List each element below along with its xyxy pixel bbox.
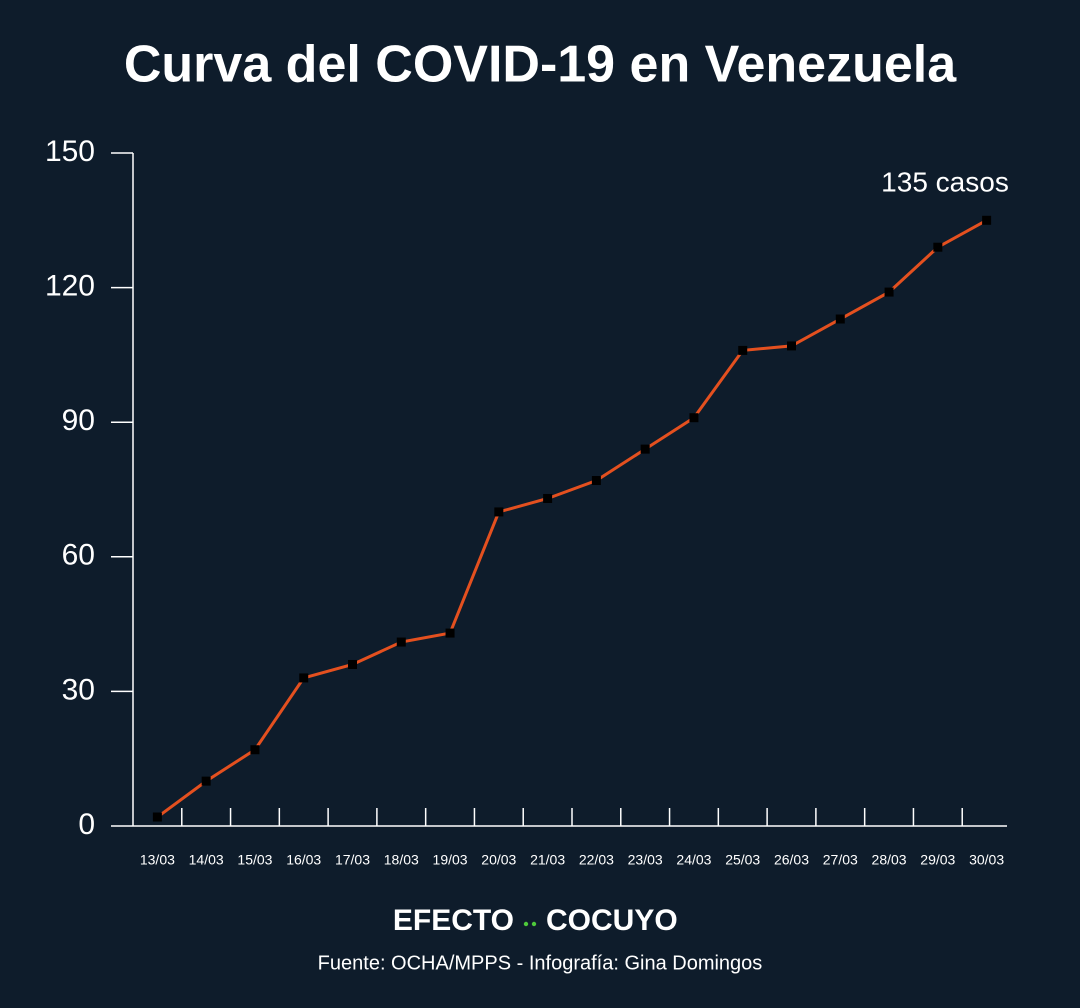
marker xyxy=(884,287,894,297)
marker xyxy=(445,628,455,638)
marker xyxy=(250,745,260,755)
marker xyxy=(591,476,601,486)
x-tick-label: 25/03 xyxy=(725,852,760,868)
chart-title: Curva del COVID-19 en Venezuela xyxy=(124,36,957,94)
marker xyxy=(933,242,943,252)
marker xyxy=(982,215,992,225)
x-tick-label: 30/03 xyxy=(969,852,1004,868)
marker xyxy=(152,812,162,822)
logo-dot xyxy=(531,921,537,927)
y-tick-label: 90 xyxy=(62,404,95,437)
marker xyxy=(689,413,699,423)
x-tick-label: 28/03 xyxy=(872,852,907,868)
logo-right: COCUYO xyxy=(546,904,678,937)
x-tick-label: 23/03 xyxy=(628,852,663,868)
y-tick-label: 60 xyxy=(62,539,95,572)
marker xyxy=(348,659,357,669)
x-tick-label: 20/03 xyxy=(481,852,516,868)
x-tick-label: 16/03 xyxy=(286,852,321,868)
marker xyxy=(835,314,845,324)
marker xyxy=(201,776,211,786)
y-tick-label: 150 xyxy=(45,135,95,168)
y-tick-label: 0 xyxy=(78,808,95,841)
logo-left: EFECTO xyxy=(393,904,514,937)
y-tick-label: 30 xyxy=(62,673,95,706)
x-tick-label: 18/03 xyxy=(384,852,419,868)
x-tick-label: 24/03 xyxy=(676,852,711,868)
x-tick-label: 17/03 xyxy=(335,852,370,868)
annotation: 135 casos xyxy=(881,166,1009,197)
marker xyxy=(396,637,406,647)
line xyxy=(156,218,988,819)
source: Fuente: OCHA/MPPS - Infografía: Gina Dom… xyxy=(318,952,763,974)
x-tick-label: 22/03 xyxy=(579,852,614,868)
logo-dot xyxy=(523,921,529,927)
y-tick-label: 120 xyxy=(45,270,95,303)
marker xyxy=(640,444,650,454)
x-tick-label: 26/03 xyxy=(774,852,809,868)
x-tick-label: 19/03 xyxy=(433,852,468,868)
x-tick-label: 29/03 xyxy=(920,852,955,868)
x-tick-label: 21/03 xyxy=(530,852,565,868)
marker xyxy=(494,507,504,517)
marker xyxy=(299,673,309,683)
x-tick-label: 15/03 xyxy=(237,852,272,868)
marker xyxy=(543,493,553,503)
x-tick-label: 13/03 xyxy=(140,852,175,868)
x-tick-label: 14/03 xyxy=(189,852,224,868)
marker xyxy=(738,345,748,355)
x-tick-label: 27/03 xyxy=(823,852,858,868)
marker xyxy=(787,341,796,351)
